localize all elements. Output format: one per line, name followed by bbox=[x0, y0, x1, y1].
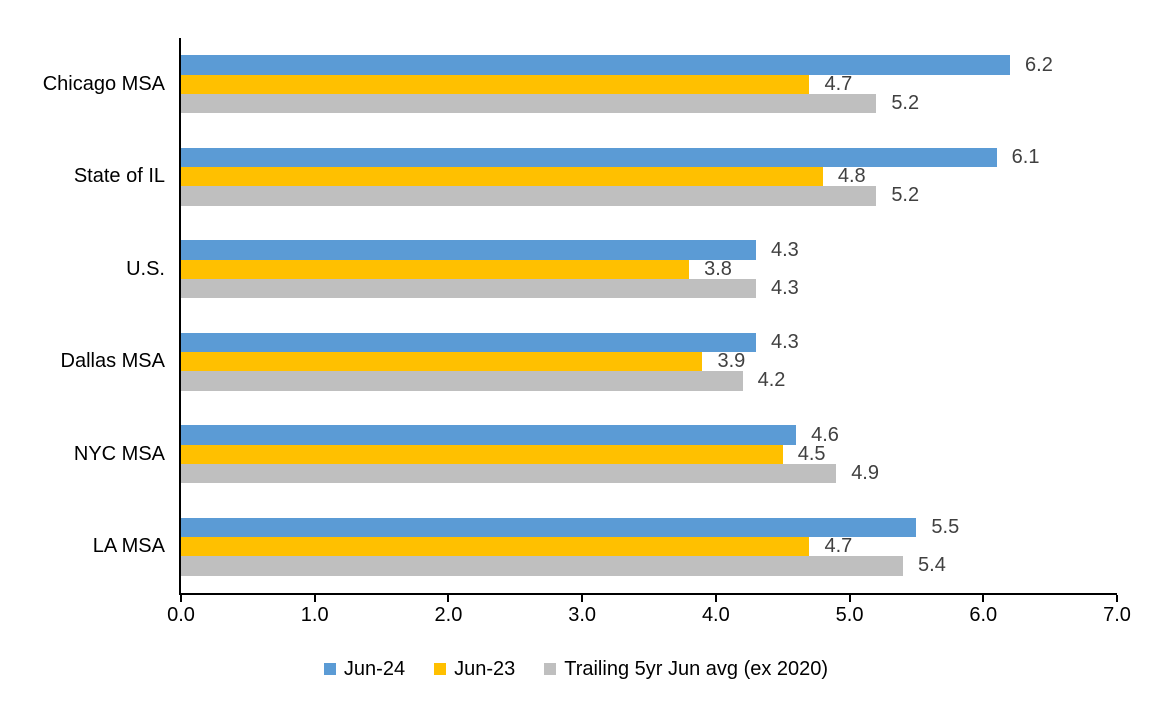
x-axis-tick-label: 0.0 bbox=[167, 604, 195, 626]
x-axis-tick bbox=[1116, 595, 1118, 602]
bar-trailing-5yr-jun-avg-ex-2020-u-s bbox=[181, 278, 756, 299]
bar-row: 4.3 bbox=[181, 331, 1117, 354]
bar-trailing-5yr-jun-avg-ex-2020-chicago-msa bbox=[181, 93, 877, 114]
x-axis-tick-label: 4.0 bbox=[701, 604, 730, 626]
bar-value-label: 5.4 bbox=[918, 554, 946, 577]
legend-label: Trailing 5yr Jun avg (ex 2020) bbox=[564, 657, 829, 680]
bar-row: 4.7 bbox=[181, 72, 1117, 95]
x-axis-tick bbox=[581, 595, 584, 602]
bar-value-label: 5.2 bbox=[891, 91, 920, 114]
category-axis: Chicago MSA State of IL U.S. Dallas MSA NYC … bbox=[0, 38, 165, 593]
bar-value-label: 4.7 bbox=[824, 535, 853, 558]
bar-row: 5.2 bbox=[181, 91, 1117, 114]
bar-jun-24-dallas-msa bbox=[181, 332, 756, 353]
bar-value-label: 3.9 bbox=[717, 350, 746, 373]
bar-trailing-5yr-jun-avg-ex-2020-nyc-msa bbox=[181, 463, 837, 484]
x-axis-tick bbox=[982, 595, 985, 602]
bar-jun-23-chicago-msa bbox=[181, 74, 810, 94]
bar-value-label: 4.3 bbox=[770, 331, 799, 354]
bar-jun-24-la-msa bbox=[181, 517, 917, 538]
value-axis: 0.0 1.0 2.0 3.0 4.0 5.0 6.0 7.0 bbox=[167, 595, 1131, 640]
bar-row: 4.3 bbox=[181, 276, 1117, 299]
bar-jun-24-u-s bbox=[181, 240, 756, 260]
bar-jun-23-u-s bbox=[181, 259, 690, 279]
bar-row: 5.4 bbox=[181, 554, 1117, 577]
category-label-la-msa: LA MSA bbox=[92, 535, 165, 558]
category-label-u-s: U.S. bbox=[126, 257, 165, 280]
bar-jun-23-nyc-msa bbox=[181, 444, 783, 464]
bar-jun-23-state-of-il bbox=[181, 167, 823, 187]
bar-row: 4.5 bbox=[181, 442, 1117, 465]
bar-value-label: 4.6 bbox=[811, 423, 839, 446]
category-label-chicago-msa: Chicago MSA bbox=[42, 72, 165, 95]
legend-swatch-icon bbox=[434, 663, 447, 675]
x-axis-tick-label: 5.0 bbox=[835, 604, 864, 626]
bar-value-label: 6.1 bbox=[1011, 146, 1040, 169]
bar-row: 4.7 bbox=[181, 535, 1117, 558]
bar-group-state-of-il: 6.1 4.8 5.2 bbox=[181, 131, 1117, 224]
bar-group-la-msa: 5.5 4.7 5.4 bbox=[181, 501, 1117, 594]
category-label-nyc-msa: NYC MSA bbox=[73, 442, 165, 465]
bar-value-label: 4.9 bbox=[851, 461, 879, 484]
bar-value-label: 3.8 bbox=[704, 257, 732, 280]
legend-swatch-icon bbox=[323, 663, 336, 675]
x-axis-tick bbox=[447, 595, 450, 602]
bar-jun-23-la-msa bbox=[181, 537, 810, 557]
bar-value-label: 6.2 bbox=[1025, 53, 1053, 76]
plot-area: 6.2 4.7 5.2 6.1 4.8 5.2 4.3 3.8 4.3 4.3 3.9 4.2 4.6 4… bbox=[179, 38, 1117, 595]
bar-jun-24-chicago-msa bbox=[181, 55, 1011, 75]
bar-jun-24-nyc-msa bbox=[181, 425, 797, 445]
x-axis-tick-label: 1.0 bbox=[300, 604, 329, 626]
legend: Jun-24 Jun-23 Trailing 5yr Jun avg (ex 202… bbox=[0, 656, 1152, 682]
bar-jun-23-dallas-msa bbox=[181, 352, 703, 372]
bar-group-dallas-msa: 4.3 3.9 4.2 bbox=[181, 316, 1117, 409]
bar-jun-24-state-of-il bbox=[181, 147, 997, 168]
x-axis-tick bbox=[313, 595, 316, 602]
bar-row: 3.8 bbox=[181, 257, 1117, 280]
bar-row: 4.8 bbox=[181, 165, 1117, 188]
legend-item-trailing-5yr-jun-avg-ex-2020: Trailing 5yr Jun avg (ex 2020) bbox=[544, 658, 828, 681]
bar-row: 4.3 bbox=[181, 238, 1117, 261]
bar-value-label: 4.5 bbox=[797, 442, 826, 465]
bar-row: 6.2 bbox=[181, 53, 1117, 76]
bar-trailing-5yr-jun-avg-ex-2020-la-msa bbox=[181, 556, 904, 576]
category-label-dallas-msa: Dallas MSA bbox=[60, 350, 165, 373]
bar-row: 4.9 bbox=[181, 461, 1117, 484]
bar-row: 4.6 bbox=[181, 423, 1117, 446]
x-axis-tick-label: 7.0 bbox=[1103, 604, 1131, 626]
bar-value-label: 4.3 bbox=[770, 276, 799, 299]
x-axis-tick-label: 3.0 bbox=[568, 604, 597, 626]
bar-value-label: 4.3 bbox=[770, 238, 799, 261]
x-axis-tick bbox=[180, 595, 182, 602]
legend-item-jun-23: Jun-23 bbox=[434, 658, 515, 681]
bar-value-label: 4.2 bbox=[757, 369, 786, 392]
bar-row: 6.1 bbox=[181, 146, 1117, 169]
legend-swatch-icon bbox=[544, 663, 557, 675]
bar-group-nyc-msa: 4.6 4.5 4.9 bbox=[181, 408, 1117, 501]
legend-item-jun-24: Jun-24 bbox=[323, 657, 406, 681]
bar-trailing-5yr-jun-avg-ex-2020-dallas-msa bbox=[181, 371, 743, 391]
bar-row: 3.9 bbox=[181, 350, 1117, 373]
bar-value-label: 5.5 bbox=[931, 516, 960, 539]
bar-group-u-s: 4.3 3.8 4.3 bbox=[181, 223, 1117, 316]
x-axis-tick bbox=[848, 595, 851, 602]
x-axis-tick-label: 6.0 bbox=[969, 604, 998, 626]
bar-group-chicago-msa: 6.2 4.7 5.2 bbox=[181, 38, 1117, 131]
bar-row: 5.2 bbox=[181, 184, 1117, 207]
bar-value-label: 4.8 bbox=[837, 165, 866, 188]
bar-value-label: 5.2 bbox=[891, 184, 920, 207]
x-axis-tick-label: 2.0 bbox=[434, 604, 463, 626]
legend-label: Jun-23 bbox=[454, 657, 516, 680]
bar-trailing-5yr-jun-avg-ex-2020-state-of-il bbox=[181, 186, 877, 206]
bar-value-label: 4.7 bbox=[824, 72, 853, 95]
bar-row: 4.2 bbox=[181, 369, 1117, 392]
bar-row: 5.5 bbox=[181, 516, 1117, 539]
x-axis-tick bbox=[714, 595, 717, 602]
category-label-state-of-il: State of IL bbox=[73, 165, 165, 188]
legend-label: Jun-24 bbox=[343, 657, 406, 680]
